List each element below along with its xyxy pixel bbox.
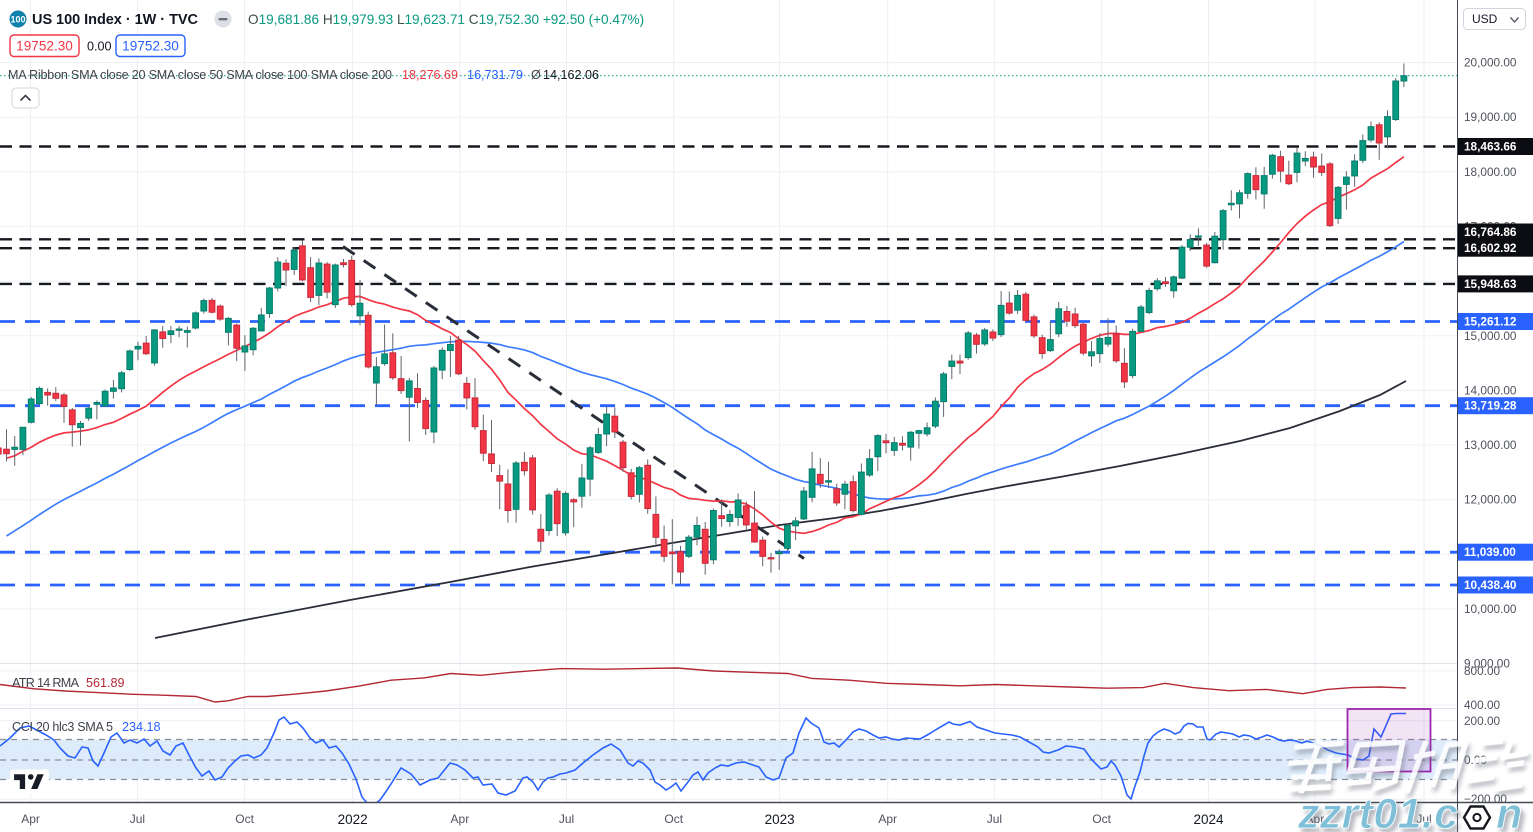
svg-text:18,463.66: 18,463.66 [1464, 140, 1517, 154]
svg-text:Apr: Apr [451, 812, 470, 826]
svg-text:15,000.00: 15,000.00 [1464, 329, 1517, 343]
svg-text:USD: USD [1472, 12, 1498, 26]
svg-text:14,000.00: 14,000.00 [1464, 383, 1517, 397]
svg-text:18,276.69: 18,276.69 [402, 68, 458, 82]
svg-text:US 100 Index · 1W · TVC: US 100 Index · 1W · TVC [32, 12, 199, 28]
svg-text:2024: 2024 [1193, 812, 1224, 827]
svg-text:100: 100 [10, 15, 25, 25]
svg-text:Oct: Oct [664, 812, 683, 826]
svg-text:800.00: 800.00 [1464, 664, 1501, 678]
svg-text:18,000.00: 18,000.00 [1464, 165, 1517, 179]
svg-text:200.00: 200.00 [1464, 714, 1501, 728]
svg-text:16,731.79: 16,731.79 [467, 68, 523, 82]
svg-text:10,438.40: 10,438.40 [1464, 578, 1517, 592]
svg-text:Oct: Oct [1092, 812, 1111, 826]
svg-text:MA Ribbon SMA close 20 SMA clo: MA Ribbon SMA close 20 SMA close 50 SMA … [8, 68, 392, 82]
svg-text:CCI 20 hlc3 SMA 5: CCI 20 hlc3 SMA 5 [12, 720, 113, 734]
svg-text:Apr: Apr [878, 812, 897, 826]
svg-text:14,162.06: 14,162.06 [543, 68, 599, 82]
svg-text:Jul: Jul [130, 812, 145, 826]
svg-text:11,039.00: 11,039.00 [1464, 545, 1516, 559]
svg-text:Oct: Oct [235, 812, 254, 826]
svg-text:Jul: Jul [987, 812, 1002, 826]
svg-text:−200.00: −200.00 [1464, 792, 1507, 806]
svg-text:13,000.00: 13,000.00 [1464, 438, 1517, 452]
svg-text:15,948.63: 15,948.63 [1464, 277, 1517, 291]
svg-text:400.00: 400.00 [1464, 698, 1501, 712]
svg-text:zzrt01.c: zzrt01.c [1297, 790, 1458, 832]
svg-text:16,602.92: 16,602.92 [1464, 241, 1517, 255]
svg-text:Apr: Apr [1306, 812, 1325, 826]
svg-text:Jul: Jul [1416, 812, 1431, 826]
svg-text:20,000.00: 20,000.00 [1464, 56, 1517, 70]
svg-text:Apr: Apr [21, 812, 40, 826]
svg-text:0.00: 0.00 [87, 40, 112, 54]
svg-text:ATR 14 RMA: ATR 14 RMA [12, 676, 80, 690]
svg-text:n: n [1496, 790, 1522, 832]
svg-text:9,000.00: 9,000.00 [1464, 657, 1510, 671]
svg-text:O19,681.86 H19,979.93 L19,623.: O19,681.86 H19,979.93 L19,623.71 C19,752… [248, 12, 644, 27]
svg-text:13,719.28: 13,719.28 [1464, 399, 1517, 413]
svg-text:2023: 2023 [765, 812, 795, 827]
svg-text:2022: 2022 [338, 812, 368, 827]
svg-text:12,000.00: 12,000.00 [1464, 493, 1517, 507]
svg-text:234.18: 234.18 [122, 720, 161, 734]
svg-text:16,764.86: 16,764.86 [1464, 225, 1517, 239]
svg-text:10,000.00: 10,000.00 [1464, 602, 1517, 616]
svg-text:19752.30: 19752.30 [16, 39, 73, 54]
svg-text:19,000.00: 19,000.00 [1464, 110, 1517, 124]
svg-text:Jul: Jul [559, 812, 574, 826]
svg-text:Ø: Ø [531, 68, 541, 82]
svg-text:561.89: 561.89 [86, 676, 125, 690]
svg-text:15,261.12: 15,261.12 [1464, 315, 1517, 329]
svg-text:19752.30: 19752.30 [122, 39, 179, 54]
